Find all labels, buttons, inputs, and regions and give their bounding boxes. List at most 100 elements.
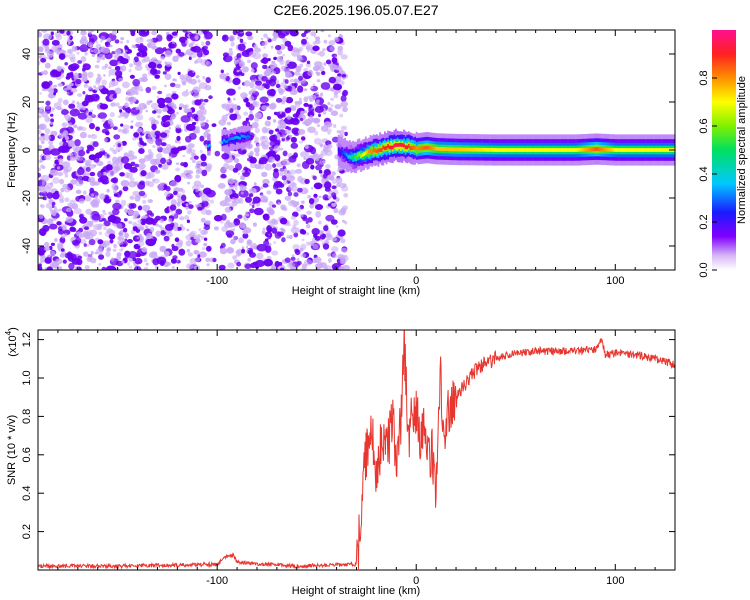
noise-point bbox=[57, 166, 61, 170]
noise-point bbox=[70, 63, 80, 70]
ridge-cell bbox=[385, 146, 388, 150]
noise-point bbox=[214, 150, 221, 157]
ridge-cell bbox=[350, 155, 353, 160]
noise-point bbox=[78, 198, 85, 204]
noise-point bbox=[91, 213, 101, 221]
noise-point bbox=[254, 259, 265, 268]
noise-point bbox=[253, 207, 264, 216]
noise-point bbox=[330, 104, 334, 107]
noise-point bbox=[149, 199, 153, 203]
noise-point bbox=[293, 192, 299, 197]
noise-point bbox=[89, 187, 95, 194]
noise-point bbox=[66, 85, 72, 90]
noise-point bbox=[97, 177, 104, 183]
noise-point bbox=[89, 163, 96, 169]
noise-point bbox=[264, 238, 269, 242]
ridge-cell bbox=[618, 148, 620, 152]
noise-point bbox=[314, 256, 322, 264]
noise-point bbox=[195, 170, 201, 175]
noise-point bbox=[70, 141, 75, 148]
ridge-cell bbox=[477, 147, 480, 152]
noise-point bbox=[325, 214, 335, 222]
snr-xtick-label: 100 bbox=[606, 575, 624, 587]
noise-point bbox=[193, 93, 200, 99]
noise-point bbox=[140, 170, 147, 177]
ridge-cell bbox=[245, 136, 248, 139]
noise-point bbox=[164, 73, 172, 80]
ridge-cell bbox=[648, 148, 651, 152]
noise-point bbox=[152, 145, 156, 148]
noise-point bbox=[185, 203, 189, 207]
ridge-cell bbox=[621, 148, 624, 152]
noise-point bbox=[262, 178, 270, 185]
noise-point bbox=[88, 34, 98, 42]
noise-point bbox=[75, 189, 82, 194]
noise-point bbox=[281, 111, 286, 116]
noise-point bbox=[95, 195, 98, 199]
noise-point bbox=[110, 257, 115, 262]
noise-point bbox=[151, 134, 157, 138]
ridge-cell bbox=[565, 148, 568, 152]
noise-point bbox=[264, 199, 268, 203]
ridge-cell bbox=[358, 152, 361, 157]
noise-point bbox=[79, 216, 88, 224]
ridge-cell bbox=[506, 148, 509, 152]
noise-point bbox=[129, 195, 135, 200]
noise-point bbox=[328, 40, 336, 46]
ridge-cell bbox=[525, 148, 528, 152]
ridge-cell bbox=[643, 148, 646, 152]
noise-point bbox=[332, 83, 343, 91]
noise-point bbox=[114, 49, 122, 56]
noise-point bbox=[261, 105, 268, 111]
noise-point bbox=[185, 123, 196, 131]
ridge-cell bbox=[552, 148, 555, 152]
noise-point bbox=[69, 226, 76, 232]
noise-point bbox=[263, 240, 270, 246]
noise-point bbox=[137, 240, 145, 247]
noise-point bbox=[109, 59, 119, 67]
ridge-cell bbox=[407, 144, 410, 148]
ridge-cell bbox=[406, 145, 409, 150]
noise-point bbox=[52, 192, 60, 200]
ridge-cell bbox=[501, 148, 504, 152]
noise-point bbox=[201, 41, 205, 46]
noise-point bbox=[265, 68, 271, 75]
noise-point bbox=[266, 116, 271, 120]
noise-point bbox=[342, 89, 348, 97]
noise-point bbox=[206, 119, 209, 123]
noise-point bbox=[77, 255, 83, 260]
noise-point bbox=[336, 169, 340, 172]
noise-point bbox=[67, 36, 71, 40]
snr-ytick-label: 0.8 bbox=[21, 409, 33, 424]
noise-point bbox=[298, 75, 303, 81]
noise-point bbox=[60, 234, 66, 239]
noise-point bbox=[312, 175, 317, 181]
ridge-cell bbox=[337, 147, 340, 156]
noise-point bbox=[50, 118, 54, 123]
noise-point bbox=[117, 115, 122, 118]
colorbar-tick-label: 0.0 bbox=[698, 262, 710, 277]
noise-point bbox=[303, 157, 307, 160]
noise-point bbox=[287, 222, 291, 227]
noise-point bbox=[306, 232, 310, 236]
ridge-cell bbox=[368, 149, 370, 153]
noise-point bbox=[160, 55, 166, 60]
noise-point bbox=[181, 194, 187, 202]
noise-point bbox=[84, 226, 89, 230]
noise-point bbox=[64, 62, 68, 66]
ridge-cell bbox=[584, 147, 587, 152]
noise-point bbox=[77, 167, 85, 176]
noise-point bbox=[187, 210, 192, 215]
noise-point bbox=[190, 156, 194, 161]
noise-point bbox=[307, 126, 316, 134]
ridge-cell bbox=[536, 148, 539, 152]
ridge-cell bbox=[221, 141, 224, 144]
signal-ridge bbox=[207, 123, 675, 174]
noise-point bbox=[85, 166, 91, 172]
noise-point bbox=[80, 56, 87, 63]
noise-point bbox=[60, 248, 65, 252]
noise-point bbox=[249, 245, 255, 249]
noise-point bbox=[303, 102, 309, 107]
noise-point bbox=[73, 150, 79, 156]
noise-point bbox=[181, 90, 189, 97]
